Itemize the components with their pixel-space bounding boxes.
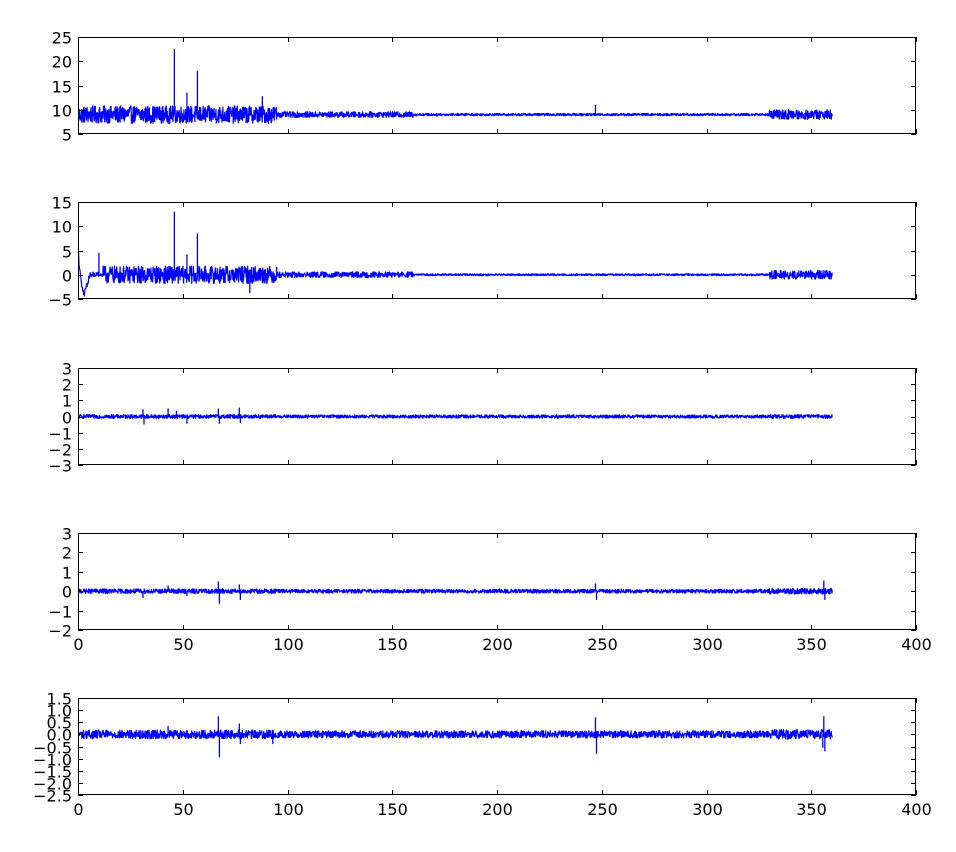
x-tick-label: 150	[377, 800, 408, 819]
y-tick-label: −2.0	[33, 775, 72, 794]
x-tick-label: 250	[587, 635, 618, 654]
y-tick-label: 3	[62, 360, 72, 379]
x-tick-label: 200	[482, 635, 513, 654]
y-tick-label: −1.0	[33, 751, 72, 770]
subplot-2: −5 0 5 10 15	[48, 194, 917, 310]
series-line	[78, 247, 833, 297]
y-tick-label: −1.5	[33, 763, 72, 782]
y-tick-label: −0.5	[33, 739, 72, 758]
x-tick-label: 100	[273, 635, 304, 654]
y-tick-label: 15	[52, 194, 72, 213]
y-tick-label: 0.5	[47, 714, 72, 733]
y-tick-label: 0	[62, 409, 72, 428]
x-tick-label: 0	[73, 635, 83, 654]
y-tick-label: −1	[48, 603, 72, 622]
subplot-1: 5 10 15 20 25	[52, 29, 917, 145]
y-tick-label: 1.0	[47, 702, 72, 721]
series-line	[78, 728, 833, 740]
y-tick-label: 2	[62, 544, 72, 563]
series-line	[78, 105, 833, 124]
y-tick-label: −2	[48, 441, 72, 460]
x-tick-label: 350	[796, 800, 827, 819]
y-tick-label: 25	[52, 29, 72, 48]
x-tick-label: 50	[173, 635, 193, 654]
y-tick-label: −5	[48, 291, 72, 310]
x-tick-label: 350	[796, 635, 827, 654]
y-tick-label: 20	[52, 53, 72, 72]
y-tick-label: 10	[52, 218, 72, 237]
y-tick-label: 0	[62, 267, 72, 286]
x-tick-label: 200	[482, 800, 513, 819]
y-tick-label: −1	[48, 425, 72, 444]
y-tick-label: 0.0	[47, 726, 72, 745]
series-line	[78, 413, 833, 420]
y-tick-label: 0	[62, 583, 72, 602]
x-tick-label: 50	[173, 800, 193, 819]
y-tick-label: 2	[62, 376, 72, 395]
y-tick-label: −2.5	[33, 787, 72, 806]
x-tick-label: 100	[273, 800, 304, 819]
x-tick-label: 250	[587, 800, 618, 819]
y-tick-label: 5	[62, 243, 72, 262]
y-tick-label: 15	[52, 78, 72, 97]
x-tick-label: 300	[692, 800, 723, 819]
x-tick-label: 150	[377, 635, 408, 654]
y-tick-label: 10	[52, 102, 72, 121]
subplot-5: −2.5−2.0−1.5−1.0−0.50.00.51.01.5 0 50 100 15…	[33, 690, 932, 820]
y-tick-label: −2	[48, 622, 72, 641]
y-tick-label: 5	[62, 126, 72, 145]
x-tick-label: 300	[692, 635, 723, 654]
y-tick-label: 1	[62, 564, 72, 583]
x-tick-label: 0	[73, 800, 83, 819]
x-tick-label: 400	[901, 635, 932, 654]
y-tick-label: 3	[62, 525, 72, 544]
x-tick-label: 400	[901, 800, 932, 819]
y-tick-label: −3	[48, 457, 72, 476]
y-tick-label: 1	[62, 392, 72, 411]
series-line	[78, 587, 833, 595]
y-tick-label: 1.5	[47, 690, 72, 709]
